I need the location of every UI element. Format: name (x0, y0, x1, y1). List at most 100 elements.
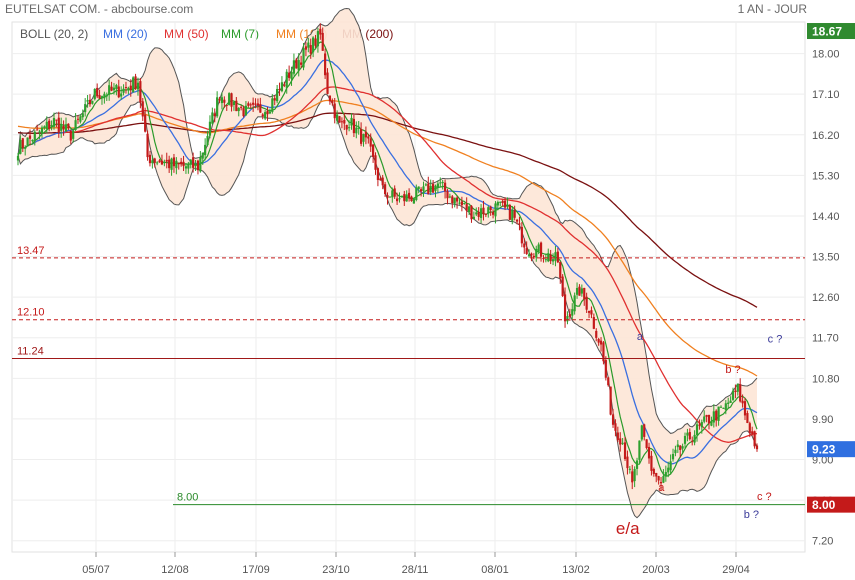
y-tick-label: 9.00 (812, 455, 833, 467)
candle (120, 86, 123, 100)
candle (57, 111, 60, 138)
candle (268, 108, 272, 115)
candle-body (539, 242, 543, 257)
candle (448, 193, 451, 199)
candle (484, 213, 487, 218)
candle-body (643, 424, 646, 437)
candle (259, 97, 262, 113)
candles (16, 23, 759, 491)
candle-body (240, 106, 243, 108)
candle (129, 79, 132, 97)
candle (479, 204, 483, 224)
candle-body (563, 294, 567, 322)
candle (494, 201, 497, 224)
candle-body (448, 196, 451, 198)
candle-body (715, 410, 718, 421)
candle (103, 91, 106, 104)
candle (309, 38, 312, 59)
candle (746, 410, 749, 424)
candle-body (513, 210, 516, 218)
candle-body (710, 421, 713, 426)
candle-body (422, 186, 425, 191)
candle (264, 110, 267, 121)
candle-body (429, 186, 432, 193)
candle (674, 445, 677, 457)
candle-body (26, 137, 29, 147)
candle-body (619, 438, 622, 445)
candle (710, 416, 713, 427)
candle (691, 436, 694, 446)
candle-body (652, 469, 655, 474)
candle-body (580, 288, 583, 294)
candle-body (535, 248, 538, 258)
candle (700, 419, 703, 434)
candle (595, 328, 598, 342)
candle-body (688, 432, 691, 440)
candle (535, 245, 538, 262)
candle (223, 96, 226, 108)
candle-body (751, 431, 754, 434)
candle-body (340, 121, 344, 123)
candle-body (631, 471, 634, 483)
candle-body (62, 125, 65, 130)
candle (597, 337, 600, 346)
candle-body (57, 117, 60, 132)
candle-body (515, 219, 519, 222)
candle (515, 218, 519, 225)
candle-body (393, 188, 396, 197)
y-tick-label: 9.90 (812, 414, 833, 426)
candle-body (729, 400, 732, 403)
candle (316, 27, 320, 53)
candle (717, 406, 720, 426)
candle-body (707, 414, 711, 424)
candle (295, 57, 298, 69)
candle (290, 66, 293, 86)
candle-body (38, 131, 41, 133)
candle-body (134, 76, 137, 89)
candle-body (264, 112, 267, 119)
candle (563, 287, 567, 328)
candle (508, 203, 511, 221)
candle (244, 101, 248, 116)
candle-body (403, 194, 406, 202)
candle-body (722, 407, 725, 409)
candle (319, 23, 322, 40)
candle (643, 423, 646, 441)
candle-body (451, 196, 454, 204)
candle-body (132, 77, 135, 93)
candle (707, 414, 711, 430)
candle-body (470, 205, 473, 220)
wave-annotation: c ? (757, 491, 772, 503)
candle (237, 107, 240, 117)
candle (266, 106, 269, 122)
candle (518, 216, 521, 231)
candle (352, 114, 356, 137)
candle-body (518, 223, 521, 225)
candle-body (21, 138, 24, 148)
candle (148, 150, 152, 167)
candle-body (527, 254, 531, 257)
candle (105, 92, 108, 101)
plot-frame (11, 21, 806, 553)
candle (50, 120, 53, 131)
candle-body (208, 121, 212, 136)
candle (604, 356, 607, 381)
candle (561, 274, 564, 297)
candle-body (60, 124, 63, 131)
candle (112, 83, 116, 95)
candle (393, 185, 396, 199)
candle-body (407, 192, 411, 199)
candle (93, 88, 96, 101)
candle (412, 197, 415, 204)
candle (168, 155, 171, 173)
candle-body (549, 254, 552, 262)
candle-body (84, 104, 87, 113)
candle-body (362, 133, 365, 142)
candle (429, 179, 432, 196)
candle-body (268, 111, 272, 114)
candle-body (417, 186, 420, 190)
candle-body (304, 46, 308, 50)
candle-body (731, 390, 735, 400)
candle-body (96, 87, 99, 97)
candle (199, 150, 202, 173)
